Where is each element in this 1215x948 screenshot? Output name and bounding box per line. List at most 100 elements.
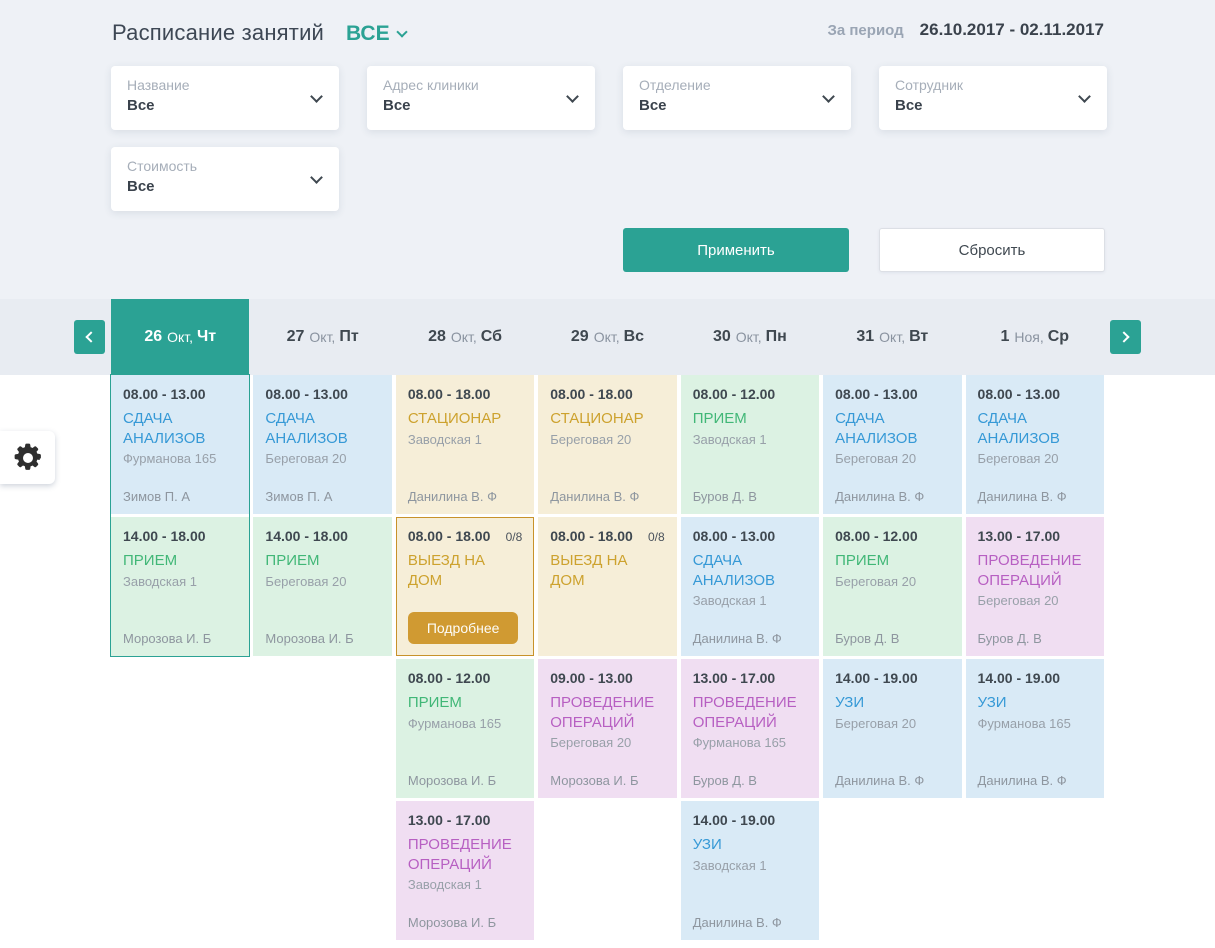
filter-name[interactable]: Название Все [111,66,339,130]
day-month-label: Окт, [593,329,620,345]
event-address: Заводская 1 [123,573,197,589]
settings-button[interactable] [0,431,55,484]
reset-button[interactable]: Сбросить [879,228,1105,272]
event-time-row: 13.00 - 17.00 [408,812,522,828]
event-card[interactable]: 13.00 - 17.00 ПРОВЕДЕНИЕ ОПЕРАЦИЙ Берегова… [965,517,1104,656]
event-address: Береговая 20 [835,451,917,466]
event-card[interactable]: 14.00 - 19.00 УЗИ Заводская 1 Данилина В. Ф [680,801,820,940]
event-employee: Данилина В. Ф [835,773,925,788]
event-card[interactable]: 08.00 - 13.00 СДАЧА АНАЛИЗОВ Фурманова 165… [111,375,250,514]
day-header-row: 26 Окт, Чт 27 Окт, Пт 28 Окт, Сб 29 Окт, Вс 30 Окт, Пн… [111,299,1104,375]
filter-department[interactable]: Отделение Все [623,66,851,130]
period-value[interactable]: 26.10.2017 - 02.11.2017 [919,20,1104,39]
event-card[interactable]: 08.00 - 13.00 СДАЧА АНАЛИЗОВ Береговая 20 З… [253,375,392,514]
day-tab[interactable]: 1 Ноя, Ср [966,299,1104,375]
day-header-band: 26 Окт, Чт 27 Окт, Пт 28 Окт, Сб 29 Окт, Вс 30 Окт, Пн… [0,299,1215,375]
details-button[interactable]: Подробнее [407,612,519,644]
event-title: СДАЧА АНАЛИЗОВ [835,410,918,447]
event-employee: Данилина В. Ф [407,489,497,504]
event-address: Фурманова 165 [692,735,787,750]
event-card[interactable]: 13.00 - 17.00 ПРОВЕДЕНИЕ ОПЕРАЦИЙ Заводска… [395,801,535,940]
event-employee: Данилина В. Ф [977,489,1067,504]
event-card[interactable]: 08.00 - 18.00 СТАЦИОНАР Береговая 20 Данили… [538,375,677,514]
event-card[interactable]: 08.00 - 13.00 СДАЧА АНАЛИЗОВ Заводская 1 Да… [680,517,820,656]
event-card[interactable]: 08.00 - 12.00 ПРИЕМ Береговая 20 Буров Д. В [823,517,962,656]
event-time-row: 13.00 - 17.00 [693,670,807,686]
day-weekday-label: Вт [909,328,929,345]
event-time-row: 08.00 - 18.00 [408,386,522,402]
day-tab[interactable]: 29 Окт, Вс [538,299,676,375]
event-title: ПРОВЕДЕНИЕ ОПЕРАЦИЙ [550,694,655,731]
event-address: Фурманова 165 [977,715,1071,731]
day-tab[interactable]: 26 Окт, Чт [111,299,250,375]
day-tab[interactable]: 27 Окт, Пт [253,299,391,375]
day-column: 08.00 - 13.00 СДАЧА АНАЛИЗОВ Береговая 20 Д… [965,375,1104,798]
filter-cost[interactable]: Стоимость Все [111,147,339,211]
filter-label: Название [127,77,190,93]
apply-button[interactable]: Применить [623,228,849,272]
event-employee: Данилина В. Ф [835,489,925,504]
event-card[interactable]: 08.00 - 12.00 ПРИЕМ Фурманова 165 Морозова … [395,659,535,798]
filter-clinic-address[interactable]: Адрес клиники Все [367,66,595,130]
event-address: Заводская 1 [407,877,482,892]
day-tab[interactable]: 31 Окт, Вт [823,299,961,375]
scope-selector[interactable]: ВСЕ [346,22,408,46]
chevron-right-icon [1118,331,1130,343]
event-card[interactable]: 08.00 - 13.00 СДАЧА АНАЛИЗОВ Береговая 20 Д… [823,375,962,514]
event-card[interactable]: 08.00 - 18.00 0/8 ВЫЕЗД НА ДОМ Подробнее [395,517,535,656]
capacity-badge: 0/8 [648,530,665,544]
chevron-left-icon [85,331,97,343]
day-weekday-label: Пн [765,328,787,345]
scope-selector-value: ВСЕ [346,22,390,45]
day-tab[interactable]: 28 Окт, Сб [396,299,534,375]
prev-week-button[interactable] [74,320,105,354]
event-employee: Данилина В. Ф [692,631,782,646]
event-address: Береговая 20 [265,573,347,589]
event-card[interactable]: 08.00 - 18.00 СТАЦИОНАР Заводская 1 Данилин… [395,375,535,514]
event-time-row: 13.00 - 17.00 [978,528,1092,544]
next-week-button[interactable] [1110,320,1141,354]
event-card[interactable]: 14.00 - 18.00 ПРИЕМ Заводская 1 Морозова И.… [111,517,250,656]
day-weekday-label: Сб [480,328,503,345]
day-number: 31 [856,328,875,345]
event-time-row: 08.00 - 18.00 [550,386,664,402]
event-title: СТАЦИОНАР [550,410,644,427]
event-card[interactable]: 13.00 - 17.00 ПРОВЕДЕНИЕ ОПЕРАЦИЙ Фурманов… [680,659,820,798]
filter-employee[interactable]: Сотрудник Все [879,66,1107,130]
event-time: 14.00 - 19.00 [692,812,776,828]
filter-value: Все [127,178,155,195]
day-weekday-label: Пт [339,328,359,345]
day-weekday-label: Ср [1047,328,1070,345]
chevron-down-icon [395,26,408,38]
event-time: 08.00 - 12.00 [692,386,776,402]
day-month-label: Окт, [735,329,762,345]
event-time: 14.00 - 19.00 [835,670,918,686]
event-card[interactable]: 08.00 - 12.00 ПРИЕМ Заводская 1 Буров Д. В [680,375,820,514]
event-time-row: 08.00 - 13.00 [693,528,807,544]
day-month-label: Окт, [309,329,336,345]
event-card[interactable]: 14.00 - 19.00 УЗИ Береговая 20 Данилина В. … [823,659,962,798]
event-time: 08.00 - 13.00 [123,386,206,402]
event-employee: Зимов П. А [265,489,333,504]
gear-icon [13,443,43,473]
event-time: 09.00 - 13.00 [550,670,633,686]
event-title: ВЫЕЗД НА ДОМ [407,552,486,589]
event-card[interactable]: 14.00 - 19.00 УЗИ Фурманова 165 Данилина В.… [965,659,1104,798]
event-address: Береговая 20 [265,451,347,466]
event-time-row: 08.00 - 12.00 [693,386,807,402]
event-employee: Морозова И. Б [407,773,497,788]
day-number: 27 [286,328,305,345]
event-card[interactable]: 09.00 - 13.00 ПРОВЕДЕНИЕ ОПЕРАЦИЙ Берегова… [538,659,677,798]
day-month-label: Окт, [167,329,194,345]
event-time: 08.00 - 12.00 [835,528,918,544]
event-time: 08.00 - 13.00 [835,386,918,402]
event-card[interactable]: 14.00 - 18.00 ПРИЕМ Береговая 20 Морозова И… [253,517,392,656]
event-address: Фурманова 165 [407,715,502,731]
event-card[interactable]: 08.00 - 18.00 0/8 ВЫЕЗД НА ДОМ [538,517,677,656]
event-address: Заводская 1 [692,431,767,447]
day-tab[interactable]: 30 Окт, Пн [681,299,819,375]
day-month-label: Ноя, [1014,329,1044,345]
event-time-row: 14.00 - 19.00 [693,812,807,828]
event-card[interactable]: 08.00 - 13.00 СДАЧА АНАЛИЗОВ Береговая 20 Д… [965,375,1104,514]
event-time-row: 08.00 - 13.00 [978,386,1092,402]
